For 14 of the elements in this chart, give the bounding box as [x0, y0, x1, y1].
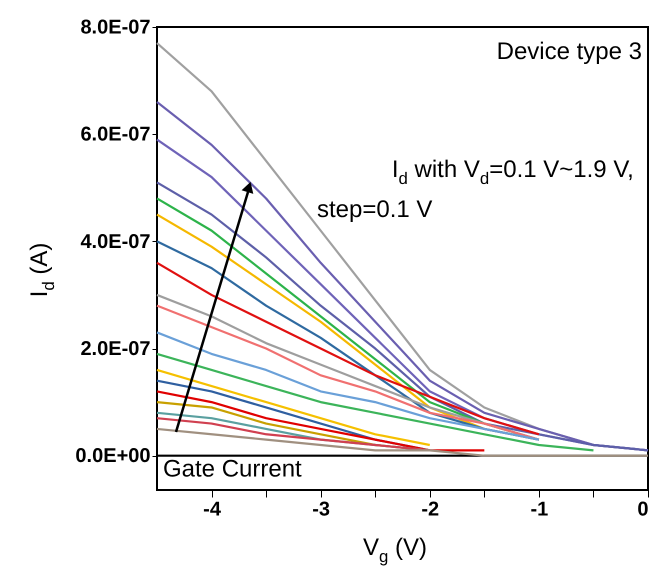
legend-label: Gate Current	[163, 456, 302, 483]
y-tick-label: 6.0E-07	[80, 124, 150, 146]
x-tick-label: 0	[637, 498, 648, 520]
x-tick-label: -4	[203, 498, 222, 520]
x-tick-label: -2	[421, 498, 440, 520]
annotation: step=0.1 V	[317, 196, 432, 223]
y-tick-label: 8.0E-07	[80, 16, 150, 38]
y-axis-title: Id (A)	[26, 242, 58, 298]
x-tick-label: -3	[312, 498, 330, 520]
x-tick-label: -1	[530, 498, 548, 520]
y-tick-label: 4.0E-07	[80, 230, 150, 253]
y-tick-label: 0.0E+00	[75, 445, 150, 468]
y-tick-label: 2.0E-07	[80, 338, 150, 360]
annotation: Device type 3	[496, 38, 642, 65]
